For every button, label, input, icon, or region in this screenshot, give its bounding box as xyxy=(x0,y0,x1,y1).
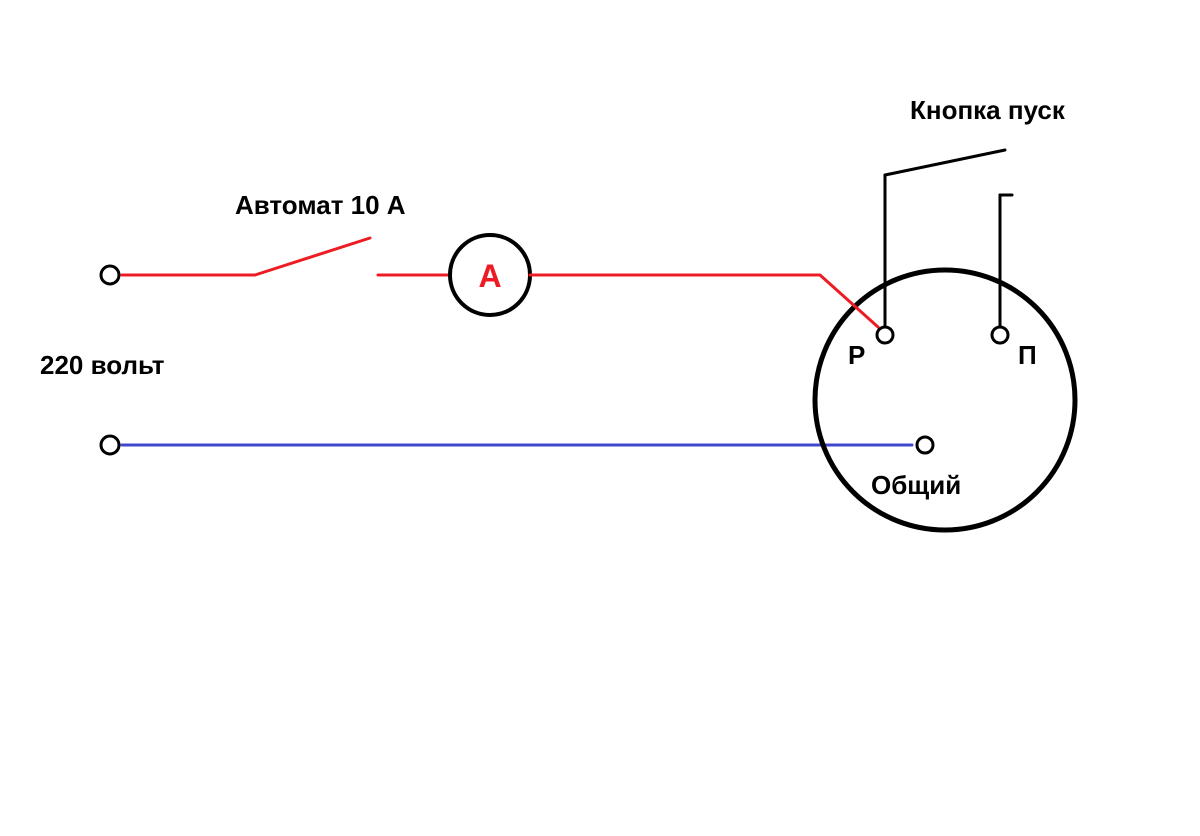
breaker-label: Автомат 10 А xyxy=(235,190,406,221)
terminal-r-label: Р xyxy=(848,340,865,371)
start-button-arm xyxy=(885,150,1005,175)
terminal-common-label: Общий xyxy=(871,470,961,501)
terminal-p-label: П xyxy=(1018,340,1037,371)
neutral-input-terminal xyxy=(101,436,119,454)
terminal-common xyxy=(917,437,933,453)
start-button-label: Кнопка пуск xyxy=(910,95,1065,126)
voltage-label: 220 вольт xyxy=(40,350,164,381)
terminal-r xyxy=(877,327,893,343)
live-wire-seg3 xyxy=(530,275,878,327)
breaker-arm xyxy=(255,238,370,275)
ammeter-letter: A xyxy=(478,258,501,294)
terminal-p xyxy=(992,327,1008,343)
live-input-terminal xyxy=(101,266,119,284)
